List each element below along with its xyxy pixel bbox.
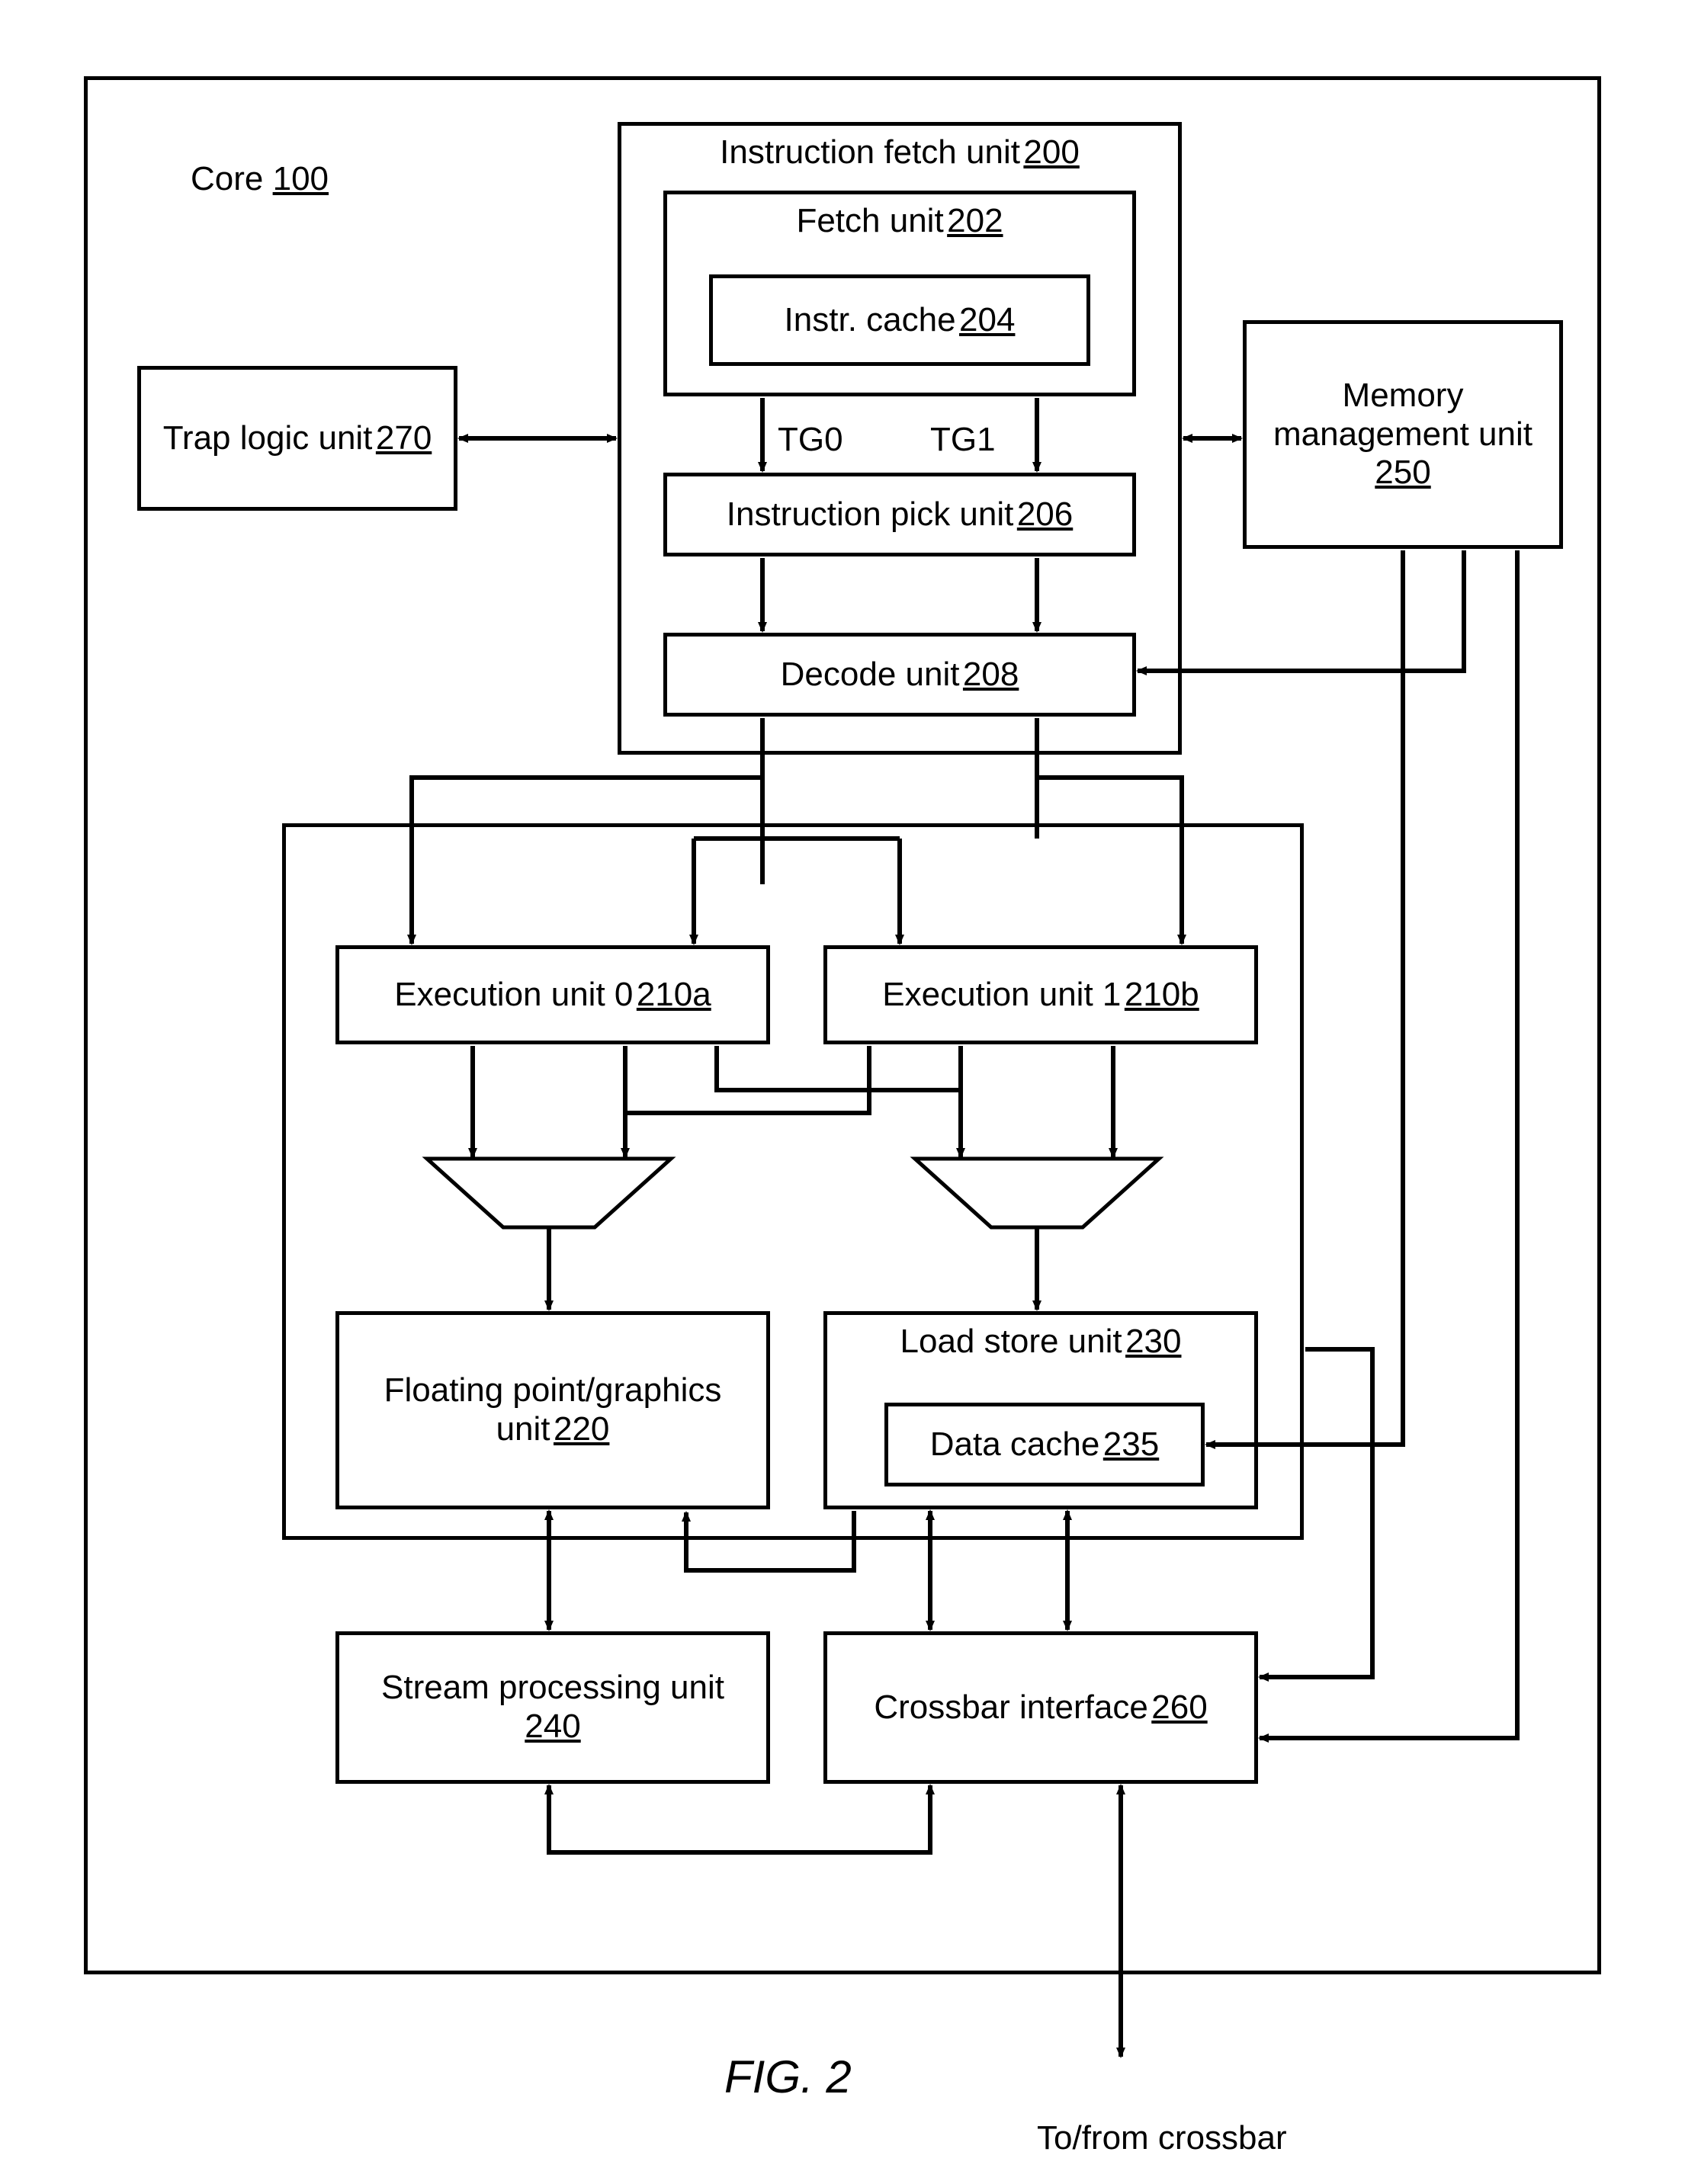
exu1-label: Execution unit 1 210b bbox=[882, 976, 1199, 1015]
trap-label-ref: 270 bbox=[376, 419, 432, 457]
decode-box: Decode unit 208 bbox=[663, 633, 1136, 717]
trap-label: Trap logic unit 270 bbox=[163, 419, 432, 458]
core-label-ref: 100 bbox=[273, 160, 329, 197]
lsu-label: Load store unit 230 bbox=[827, 1323, 1254, 1361]
icache-label-ref: 204 bbox=[959, 301, 1015, 338]
lsu-label-text: Load store unit bbox=[900, 1323, 1122, 1360]
dcache-label-ref: 235 bbox=[1103, 1426, 1159, 1463]
tg0-label: TG0 bbox=[778, 421, 843, 460]
core-label: Core 100 bbox=[191, 160, 329, 199]
fgu-label-ref: 220 bbox=[554, 1410, 609, 1448]
spu-label-text: Stream processing unit bbox=[381, 1669, 724, 1706]
figure-label: FIG. 2 bbox=[724, 2051, 852, 2103]
icache-label: Instr. cache 204 bbox=[785, 301, 1016, 340]
icache-box: Instr. cache 204 bbox=[709, 274, 1090, 366]
pick-box: Instruction pick unit 206 bbox=[663, 473, 1136, 556]
decode-label-text: Decode unit bbox=[781, 656, 960, 693]
tg1-label: TG1 bbox=[930, 421, 996, 460]
ifu-label-text: Instruction fetch unit bbox=[720, 133, 1020, 171]
trap-label-text: Trap logic unit bbox=[163, 419, 373, 457]
mmu-label-ref: 250 bbox=[1375, 454, 1430, 491]
trap-box: Trap logic unit 270 bbox=[137, 366, 457, 511]
exu1-label-ref: 210b bbox=[1125, 976, 1199, 1013]
exu0-label-text: Execution unit 0 bbox=[394, 976, 633, 1013]
dcache-box: Data cache 235 bbox=[884, 1403, 1205, 1486]
pick-label-text: Instruction pick unit bbox=[727, 495, 1014, 533]
tg0-text: TG0 bbox=[778, 421, 843, 458]
fgu-label: Floating point/graphics unit 220 bbox=[339, 1371, 766, 1448]
mmu-box: Memory management unit 250 bbox=[1243, 320, 1563, 549]
pick-label: Instruction pick unit 206 bbox=[727, 495, 1074, 534]
exu1-box: Execution unit 1 210b bbox=[823, 945, 1258, 1044]
spu-label: Stream processing unit 240 bbox=[366, 1669, 740, 1746]
core-label-text: Core bbox=[191, 160, 263, 197]
exu1-label-text: Execution unit 1 bbox=[882, 976, 1121, 1013]
spu-box: Stream processing unit 240 bbox=[335, 1631, 770, 1784]
dcache-label-text: Data cache bbox=[930, 1426, 1100, 1463]
lsu-label-ref: 230 bbox=[1125, 1323, 1181, 1360]
mmu-label-text: Memory management unit bbox=[1273, 377, 1533, 453]
exu0-label: Execution unit 0 210a bbox=[394, 976, 711, 1015]
xbar-box: Crossbar interface 260 bbox=[823, 1631, 1258, 1784]
fetch-label-text: Fetch unit bbox=[796, 202, 943, 239]
exu0-label-ref: 210a bbox=[637, 976, 711, 1013]
icache-label-text: Instr. cache bbox=[785, 301, 956, 338]
xbar-label-ref: 260 bbox=[1151, 1689, 1207, 1726]
mmu-label: Memory management unit 250 bbox=[1247, 377, 1559, 492]
pick-label-ref: 206 bbox=[1017, 495, 1073, 533]
decode-label: Decode unit 208 bbox=[781, 656, 1019, 694]
diagram-canvas: Core 100 Instruction fetch unit 200 Fetc… bbox=[0, 0, 1685, 2184]
fetch-label-ref: 202 bbox=[947, 202, 1003, 239]
decode-label-ref: 208 bbox=[963, 656, 1019, 693]
dcache-label: Data cache 235 bbox=[930, 1426, 1159, 1464]
fetch-label: Fetch unit 202 bbox=[667, 202, 1132, 241]
spu-label-ref: 240 bbox=[525, 1708, 580, 1745]
fgu-box: Floating point/graphics unit 220 bbox=[335, 1311, 770, 1509]
crossbar-io-label: To/from crossbar bbox=[1037, 2119, 1287, 2157]
xbar-label-text: Crossbar interface bbox=[874, 1689, 1147, 1726]
ifu-label-ref: 200 bbox=[1023, 133, 1079, 171]
exu0-box: Execution unit 0 210a bbox=[335, 945, 770, 1044]
xbar-label: Crossbar interface 260 bbox=[874, 1689, 1207, 1727]
tg1-text: TG1 bbox=[930, 421, 996, 458]
ifu-label: Instruction fetch unit 200 bbox=[621, 133, 1178, 172]
